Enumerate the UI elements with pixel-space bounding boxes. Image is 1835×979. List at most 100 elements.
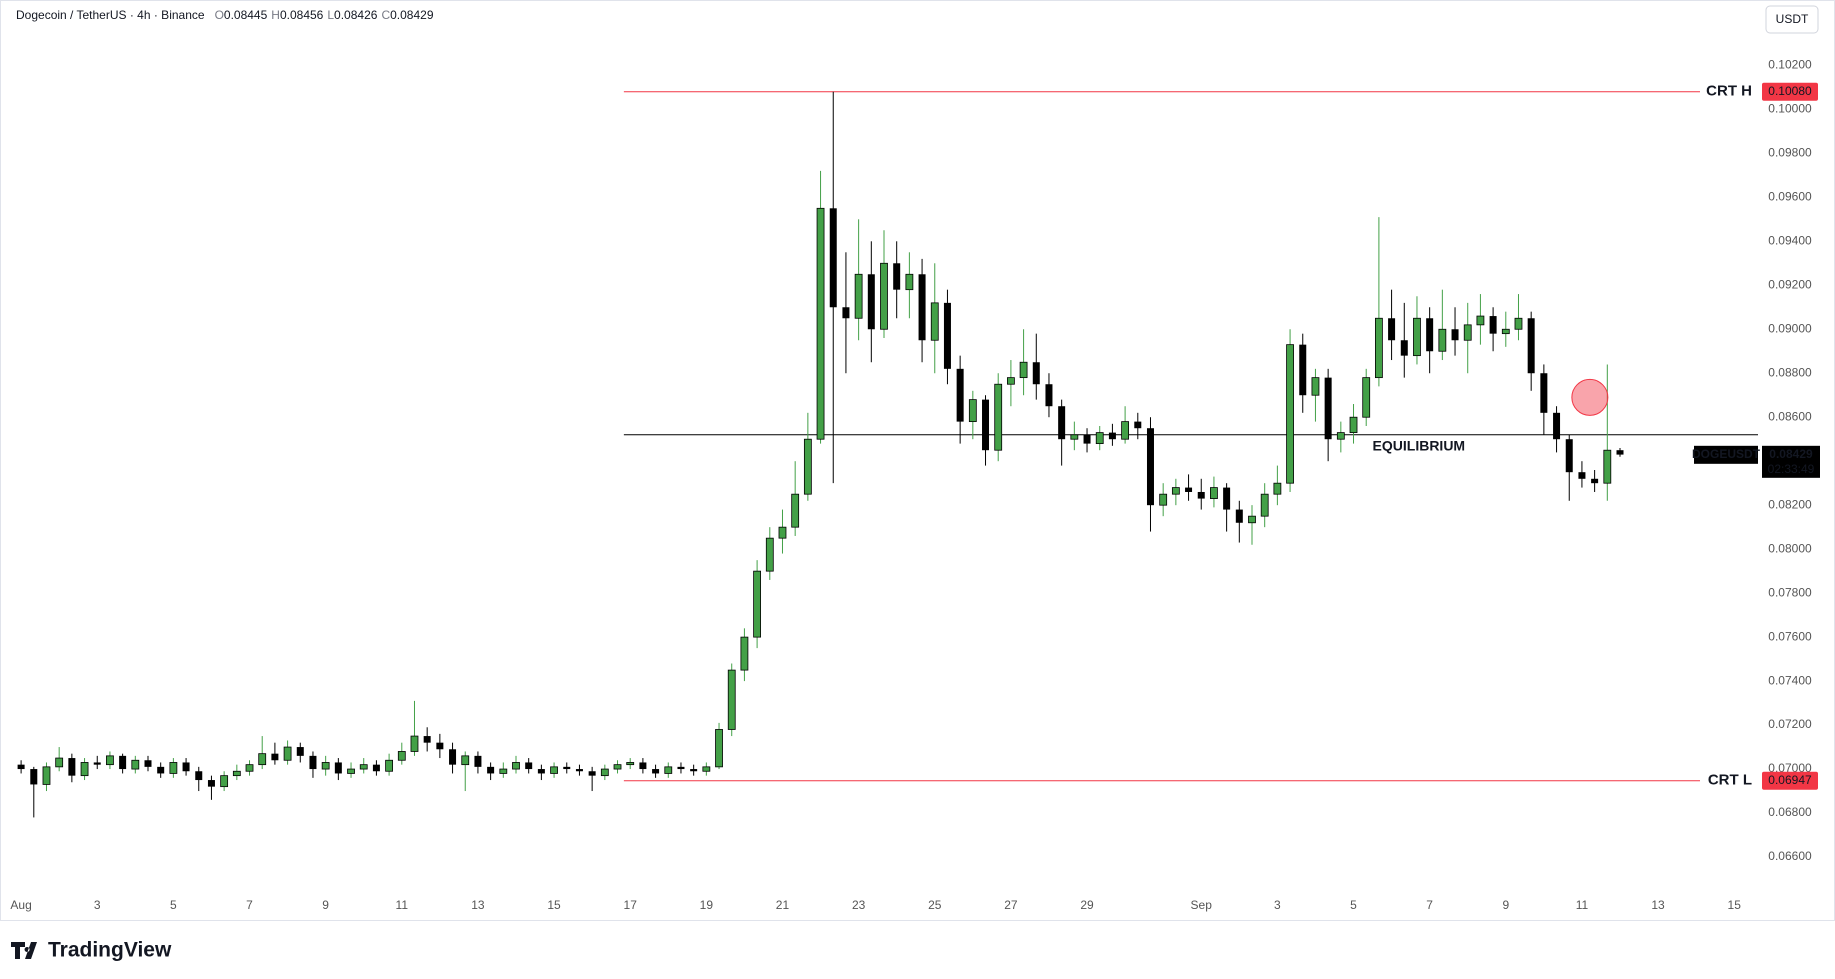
x-tick-label: 7: [246, 898, 253, 912]
y-tick-label: 0.08000: [1768, 541, 1812, 555]
candle-body: [195, 771, 203, 781]
candle-body: [232, 770, 241, 777]
brand-icon: [11, 942, 37, 959]
x-tick-label: 25: [928, 898, 942, 912]
candle-body: [652, 769, 660, 774]
currency-button[interactable]: [1765, 5, 1819, 34]
candle-body: [1438, 328, 1447, 352]
symbol-box: [1694, 445, 1758, 464]
candle-body: [1146, 428, 1154, 506]
y-tick-label: 0.06600: [1768, 849, 1812, 863]
ohlc-value: 0.08429: [390, 8, 434, 22]
candle-body: [943, 302, 951, 369]
level-value-box: [1762, 771, 1818, 790]
candle-body: [397, 751, 406, 761]
candle-body: [1426, 318, 1434, 352]
candle-body: [918, 274, 926, 341]
y-tick-label: 0.07600: [1768, 629, 1812, 643]
candle-body: [537, 769, 545, 774]
symbol-label: DOGEUSDT: [1692, 447, 1761, 461]
currency-button-label[interactable]: USDT: [1776, 12, 1809, 26]
candle-body: [639, 762, 647, 770]
candle-body: [1197, 491, 1205, 499]
y-tick-label: 0.09200: [1768, 277, 1812, 291]
last-price-box: [1762, 445, 1820, 478]
candle-body: [677, 766, 685, 770]
highlight-circle: [1571, 378, 1609, 416]
ohlc-name: H: [271, 8, 280, 22]
y-tick-label: 0.07400: [1768, 673, 1812, 687]
candle-body: [1553, 412, 1561, 440]
candle-body: [1248, 515, 1256, 524]
y-tick-label: 0.07800: [1768, 585, 1812, 599]
candle-body: [182, 762, 190, 772]
candle-body: [347, 768, 355, 774]
x-tick-label: Aug: [10, 898, 31, 912]
brand-logo: TradingView: [11, 939, 172, 962]
x-tick-label: 11: [1576, 898, 1589, 912]
candle-body: [1185, 487, 1193, 492]
candle-body: [1349, 416, 1358, 434]
candle-body: [727, 669, 736, 730]
candle-body: [1299, 344, 1307, 396]
candle-body: [1400, 340, 1408, 356]
candle-body: [550, 766, 558, 774]
candle-body: [1362, 377, 1371, 418]
header-title: Dogecoin / TetherUS · 4h · Binance: [16, 8, 205, 22]
candle-body: [1032, 362, 1040, 385]
candle-body: [1083, 434, 1091, 444]
candle-body: [93, 762, 101, 765]
candle-body: [157, 766, 165, 774]
candle-body: [220, 775, 229, 788]
candle-body: [930, 302, 939, 341]
candle-body: [867, 274, 875, 330]
candle-body: [1413, 317, 1421, 357]
candle-body: [842, 307, 850, 319]
candle-body: [1235, 509, 1243, 523]
candle-body: [1501, 328, 1510, 335]
candle-body: [119, 755, 127, 770]
candle-body: [1616, 450, 1624, 455]
candle-body: [1095, 432, 1104, 445]
candle-body: [880, 262, 888, 330]
candle-body: [791, 493, 800, 528]
candle-body: [1171, 487, 1180, 495]
candle-body: [1451, 329, 1459, 341]
candle-body: [1070, 434, 1079, 440]
level-value: 0.06947: [1768, 773, 1812, 787]
y-tick-label: 0.09800: [1768, 146, 1812, 160]
candle-body: [1388, 318, 1396, 341]
y-tick-label: 0.09600: [1768, 189, 1812, 203]
candle-body: [740, 636, 749, 671]
candle-body: [474, 755, 482, 767]
candle-body: [1006, 377, 1015, 385]
candle-body: [1121, 421, 1130, 440]
level-value-box: [1762, 82, 1818, 101]
candle-body: [1527, 318, 1535, 374]
x-tick-label: Sep: [1191, 898, 1213, 912]
candle-body: [309, 755, 317, 770]
equilibrium-label: EQUILIBRIUM: [1373, 438, 1466, 454]
candle-body: [1603, 449, 1612, 484]
candle-body: [1260, 493, 1269, 517]
level-name: CRT L: [1708, 772, 1752, 789]
x-tick-label: 23: [852, 898, 866, 912]
candle-body: [42, 766, 51, 785]
candle-body: [385, 759, 394, 772]
candle-body: [131, 759, 140, 770]
candle-body: [55, 757, 64, 768]
candle-body: [1108, 432, 1116, 440]
y-tick-label: 0.10200: [1768, 58, 1812, 72]
y-tick-label: 0.10000: [1768, 102, 1812, 116]
candle-body: [30, 769, 38, 785]
candle-body: [690, 769, 698, 772]
candle-body: [1311, 377, 1320, 396]
candle-body: [68, 758, 76, 776]
candle-body: [1210, 487, 1218, 499]
candle-body: [1223, 487, 1231, 510]
x-tick-label: 29: [1080, 898, 1094, 912]
candle-body: [1286, 344, 1294, 484]
candle-body: [258, 753, 267, 766]
